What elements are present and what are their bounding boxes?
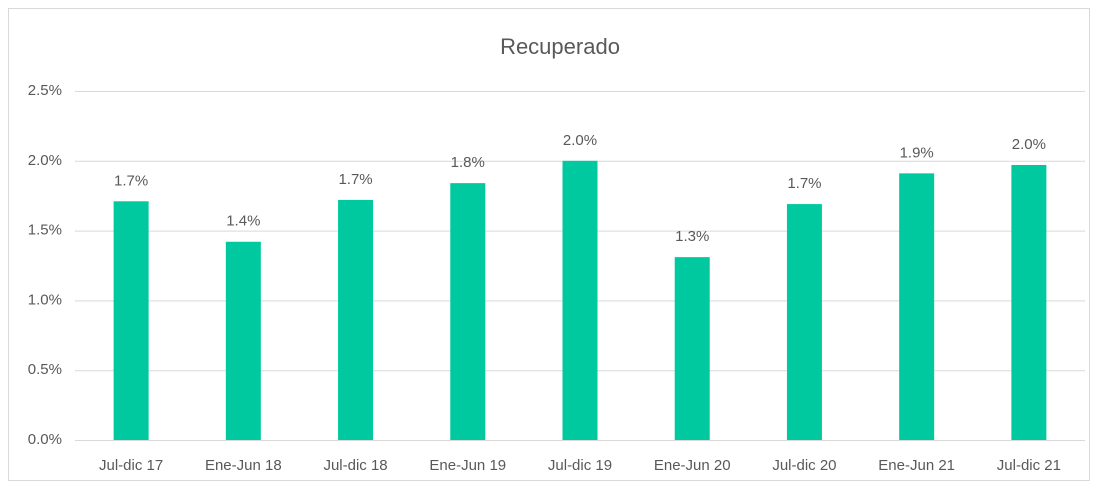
bar [674,257,710,440]
bar [899,173,935,440]
x-tick-label: Jul-dic 18 [323,457,387,474]
data-label: 1.7% [787,175,821,192]
data-label: 1.9% [900,144,934,161]
data-label: 1.3% [675,228,709,245]
y-tick-label: 1.5% [28,222,62,239]
x-tick-label: Jul-dic 19 [548,457,612,474]
y-tick-label: 0.5% [28,361,62,378]
x-tick-label: Ene-Jun 18 [205,457,282,474]
data-label: 1.8% [451,154,485,171]
bar [786,204,822,440]
bar [113,201,149,440]
bar [225,241,261,440]
x-tick-label: Ene-Jun 20 [654,457,731,474]
y-tick-label: 0.0% [28,431,62,448]
bar [450,183,486,441]
bar [338,199,374,440]
x-tick-label: Jul-dic 21 [997,457,1061,474]
data-label: 2.0% [1012,136,1046,153]
x-tick-label: Ene-Jun 21 [878,457,955,474]
y-tick-label: 2.0% [28,152,62,169]
chart-title: Recuperado [500,34,620,59]
y-tick-label: 2.5% [28,82,62,99]
bar [562,160,598,441]
data-label: 1.7% [114,172,148,189]
data-label: 1.7% [338,171,372,188]
bar [1011,164,1047,440]
data-label: 2.0% [563,132,597,149]
y-tick-label: 1.0% [28,291,62,308]
x-tick-label: Jul-dic 17 [99,457,163,474]
x-tick-label: Jul-dic 20 [772,457,836,474]
x-tick-label: Ene-Jun 19 [429,457,506,474]
data-label: 1.4% [226,213,260,230]
